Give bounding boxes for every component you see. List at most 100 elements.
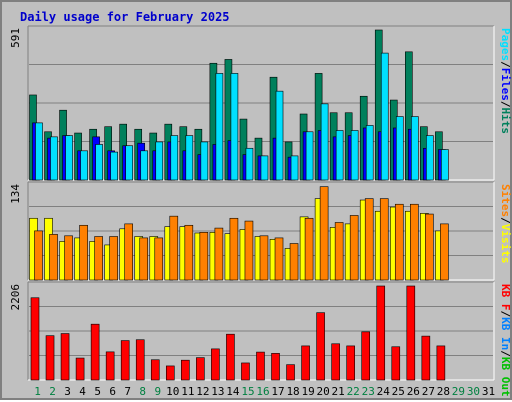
- kbytes-legend-item: KB In: [499, 317, 512, 350]
- day-label: 21: [332, 385, 345, 398]
- sites-bar: [259, 235, 269, 281]
- day-label: 10: [166, 385, 179, 398]
- kbf-bar: [421, 335, 431, 381]
- pages-bar: [350, 130, 359, 181]
- kbf-bar: [30, 297, 40, 381]
- sites-bar: [154, 237, 164, 281]
- kbf-bar: [376, 285, 386, 381]
- day-label: 18: [286, 385, 299, 398]
- sites-bar: [244, 220, 254, 281]
- sites-bar: [139, 237, 149, 281]
- sites-bar: [379, 198, 389, 281]
- day-label: 20: [317, 385, 330, 398]
- sites-bar: [184, 224, 194, 281]
- pages-bar: [50, 136, 58, 181]
- kbf-bar: [226, 333, 235, 381]
- sites-bar: [319, 186, 329, 281]
- day-label: 24: [377, 385, 391, 398]
- day-label: 22: [347, 385, 360, 398]
- pages-bar: [380, 52, 389, 181]
- sites-bar: [304, 217, 314, 281]
- kbf-bar: [45, 335, 55, 381]
- kbf-bar: [286, 364, 295, 381]
- pages-bar: [395, 116, 404, 181]
- hits-legend: Pages/Files/Hits: [499, 28, 512, 134]
- sites-bar: [410, 203, 419, 281]
- day-label: 3: [64, 385, 71, 398]
- day-label: 1: [34, 385, 41, 398]
- visits-legend-item: /: [499, 217, 512, 224]
- sites-bar: [274, 237, 284, 281]
- sites-bar: [169, 215, 179, 281]
- day-label: 9: [154, 385, 161, 398]
- day-label: 26: [407, 385, 420, 398]
- sites-bar: [364, 198, 374, 281]
- day-label: 6: [109, 385, 116, 398]
- visits-ymax-label: 134: [9, 184, 22, 204]
- pages-bar: [170, 135, 179, 181]
- chart-title: Daily usage for February 2025: [20, 10, 230, 24]
- pages-bar: [65, 135, 73, 181]
- kbf-bar: [211, 348, 220, 381]
- sites-bar: [349, 215, 359, 281]
- kbf-bar: [75, 357, 85, 381]
- pages-bar: [335, 130, 344, 181]
- day-label: 30: [467, 385, 480, 398]
- sites-bar: [199, 231, 209, 281]
- day-label: 25: [392, 385, 405, 398]
- day-label: 11: [181, 385, 194, 398]
- kbf-bar: [361, 331, 371, 381]
- sites-bar: [64, 235, 73, 281]
- day-label: 31: [482, 385, 495, 398]
- pages-bar: [155, 141, 164, 181]
- sites-bar: [124, 223, 133, 281]
- day-label: 28: [437, 385, 450, 398]
- sites-bar: [79, 224, 88, 281]
- sites-bar: [229, 217, 239, 281]
- day-label: 14: [226, 385, 240, 398]
- kbf-bar: [181, 359, 190, 381]
- hits-legend-item: Pages: [499, 28, 512, 61]
- day-label: 7: [124, 385, 131, 398]
- pages-bar: [185, 135, 194, 181]
- pages-bar: [441, 149, 449, 181]
- sites-bar: [34, 230, 43, 281]
- kbf-bar: [331, 343, 340, 381]
- day-label: 2: [49, 385, 56, 398]
- pages-bar: [215, 73, 224, 181]
- pages-bar: [125, 145, 133, 181]
- sites-bar: [109, 236, 118, 281]
- kbf-bar: [391, 346, 401, 381]
- pages-bar: [230, 73, 239, 181]
- pages-bar: [426, 135, 434, 181]
- sites-bar: [394, 203, 404, 281]
- sites-bar: [425, 213, 434, 281]
- sites-bar: [49, 234, 58, 281]
- kbf-bar: [60, 333, 70, 381]
- kbytes-legend-item: KB F: [499, 284, 512, 311]
- pages-bar: [95, 144, 103, 181]
- pages-bar: [245, 147, 254, 181]
- visits-legend: Sites/Visits: [499, 184, 512, 264]
- pages-bar: [35, 122, 43, 181]
- sites-bar: [334, 222, 344, 281]
- pages-bar: [411, 116, 419, 181]
- pages-bar: [275, 90, 284, 181]
- day-label: 23: [362, 385, 375, 398]
- day-label: 16: [256, 385, 269, 398]
- hits-legend-item: /: [499, 101, 512, 108]
- kbytes-ymax-label: 2206: [9, 284, 22, 311]
- kbytes-legend-item: KB Out: [499, 357, 512, 397]
- day-label: 12: [196, 385, 209, 398]
- hits-legend-item: Files: [499, 68, 512, 101]
- kbf-bar: [346, 345, 355, 381]
- kbytes-legend-item: /: [499, 311, 512, 318]
- day-label: 5: [94, 385, 101, 398]
- pages-bar: [140, 150, 149, 181]
- kbytes-legend-item: /: [499, 350, 512, 357]
- sites-bar: [289, 243, 299, 281]
- day-label: 19: [301, 385, 314, 398]
- kbf-bar: [196, 357, 205, 381]
